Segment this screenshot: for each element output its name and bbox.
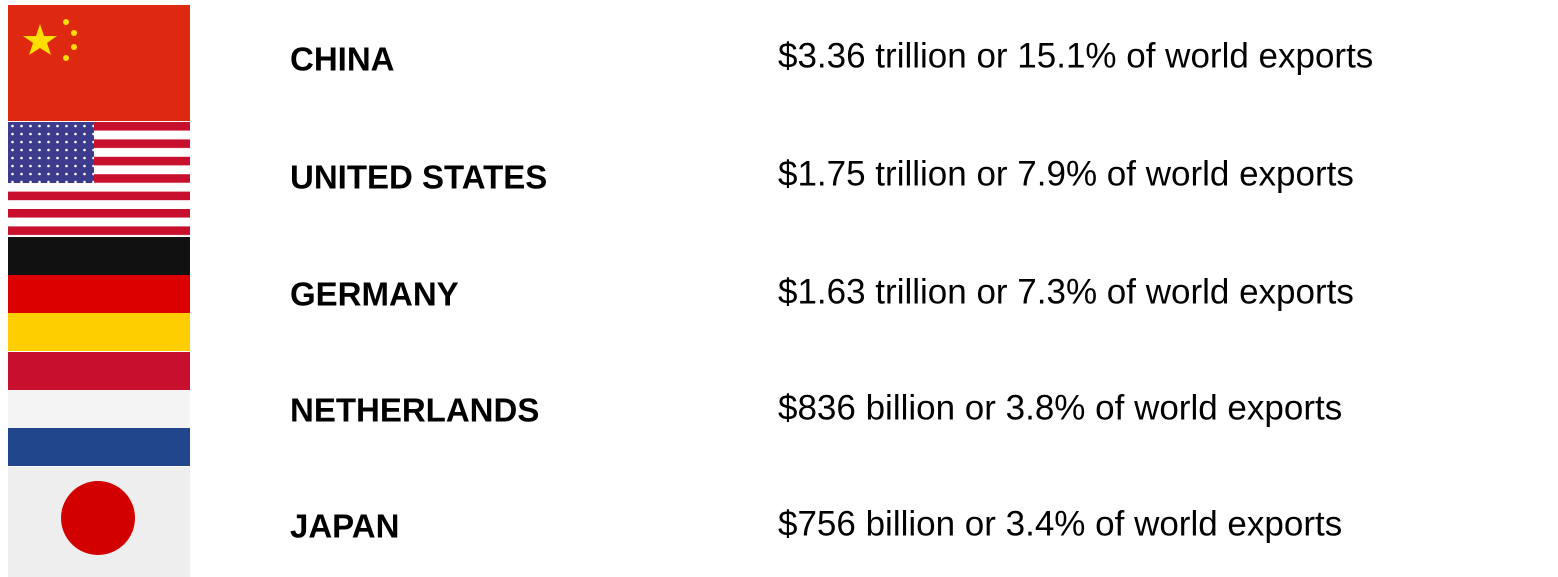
country-name: GERMANY — [290, 276, 459, 313]
country-name: CHINA — [290, 41, 395, 78]
export-value: $1.75 trillion or 7.9% of world exports — [778, 154, 1354, 193]
export-value: $756 billion or 3.4% of world exports — [778, 504, 1342, 543]
flag-united-states — [8, 122, 190, 236]
country-name: NETHERLANDS — [290, 392, 539, 429]
country-name: JAPAN — [290, 508, 399, 545]
flag-germany — [8, 237, 190, 351]
flag-japan — [8, 467, 190, 577]
flag-china — [8, 5, 190, 121]
export-value: $3.36 trillion or 15.1% of world exports — [778, 36, 1373, 75]
export-value: $1.63 trillion or 7.3% of world exports — [778, 272, 1354, 311]
flag-netherlands — [8, 352, 190, 466]
export-value: $836 billion or 3.8% of world exports — [778, 388, 1342, 427]
country-name: UNITED STATES — [290, 159, 547, 196]
